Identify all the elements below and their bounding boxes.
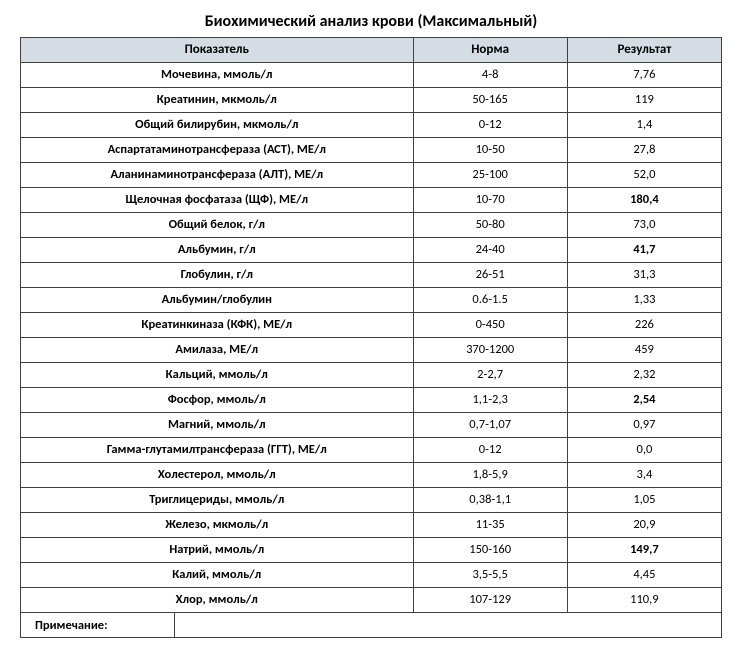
- table-row: Хлор, ммоль/л107-129110,9: [21, 588, 722, 613]
- cell-indicator: Хлор, ммоль/л: [21, 588, 414, 613]
- cell-indicator: Общий билирубин, мкмоль/л: [21, 113, 414, 138]
- table-row: Общий билирубин, мкмоль/л0-121,4: [21, 113, 722, 138]
- cell-result: 0,0: [567, 438, 721, 463]
- notes-label: Примечание:: [21, 613, 175, 638]
- cell-indicator: Альбумин, г/л: [21, 238, 414, 263]
- table-row: Аланинаминотрансфераза (АЛТ), МЕ/л25-100…: [21, 163, 722, 188]
- table-row: Кальций, ммоль/л2-2,72,32: [21, 363, 722, 388]
- table-row: Альбумин/глобулин0.6-1.51,33: [21, 288, 722, 313]
- cell-norm: 0-450: [413, 313, 567, 338]
- cell-norm: 50-80: [413, 213, 567, 238]
- report-title: Биохимический анализ крови (Максимальный…: [20, 8, 722, 37]
- table-row: Триглицериды, ммоль/л0,38-1,11,05: [21, 488, 722, 513]
- cell-indicator: Альбумин/глобулин: [21, 288, 414, 313]
- cell-indicator: Креатинкиназа (КФК), МЕ/л: [21, 313, 414, 338]
- cell-result: 110,9: [567, 588, 721, 613]
- cell-norm: 0,38-1,1: [413, 488, 567, 513]
- cell-norm: 107-129: [413, 588, 567, 613]
- col-header-indicator: Показатель: [21, 38, 414, 63]
- cell-indicator: Железо, мкмоль/л: [21, 513, 414, 538]
- cell-result: 180,4: [567, 188, 721, 213]
- cell-norm: 2-2,7: [413, 363, 567, 388]
- cell-indicator: Амилаза, МЕ/л: [21, 338, 414, 363]
- cell-norm: 50-165: [413, 88, 567, 113]
- cell-indicator: Глобулин, г/л: [21, 263, 414, 288]
- cell-result: 4,45: [567, 563, 721, 588]
- cell-norm: 0.6-1.5: [413, 288, 567, 313]
- cell-result: 41,7: [567, 238, 721, 263]
- cell-indicator: Аспартатаминотрансфераза (АСТ), МЕ/л: [21, 138, 414, 163]
- cell-norm: 0-12: [413, 113, 567, 138]
- cell-result: 149,7: [567, 538, 721, 563]
- table-row: Альбумин, г/л24-4041,7: [21, 238, 722, 263]
- cell-result: 52,0: [567, 163, 721, 188]
- table-row: Гамма-глутамилтрансфераза (ГГТ), МЕ/л0-1…: [21, 438, 722, 463]
- cell-norm: 1,8-5,9: [413, 463, 567, 488]
- table-row: Калий, ммоль/л3,5-5,54,45: [21, 563, 722, 588]
- table-row: Аспартатаминотрансфераза (АСТ), МЕ/л10-5…: [21, 138, 722, 163]
- cell-indicator: Натрий, ммоль/л: [21, 538, 414, 563]
- cell-indicator: Общий белок, г/л: [21, 213, 414, 238]
- table-row: Холестерол, ммоль/л1,8-5,93,4: [21, 463, 722, 488]
- cell-result: 2,54: [567, 388, 721, 413]
- notes-value: [175, 613, 722, 638]
- col-header-result: Результат: [567, 38, 721, 63]
- cell-norm: 1,1-2,3: [413, 388, 567, 413]
- cell-result: 7,76: [567, 63, 721, 88]
- report-sheet: Биохимический анализ крови (Максимальный…: [20, 8, 722, 638]
- cell-result: 1,33: [567, 288, 721, 313]
- cell-result: 31,3: [567, 263, 721, 288]
- cell-indicator: Гамма-глутамилтрансфераза (ГГТ), МЕ/л: [21, 438, 414, 463]
- cell-result: 0,97: [567, 413, 721, 438]
- table-row: Амилаза, МЕ/л370-1200459: [21, 338, 722, 363]
- cell-indicator: Мочевина, ммоль/л: [21, 63, 414, 88]
- results-table: Показатель Норма Результат Мочевина, ммо…: [20, 37, 722, 613]
- cell-norm: 10-50: [413, 138, 567, 163]
- cell-result: 119: [567, 88, 721, 113]
- table-row: Фосфор, ммоль/л1,1-2,32,54: [21, 388, 722, 413]
- cell-result: 27,8: [567, 138, 721, 163]
- table-row: Глобулин, г/л26-5131,3: [21, 263, 722, 288]
- cell-result: 73,0: [567, 213, 721, 238]
- table-row: Общий белок, г/л50-8073,0: [21, 213, 722, 238]
- table-row: Мочевина, ммоль/л4-87,76: [21, 63, 722, 88]
- cell-result: 459: [567, 338, 721, 363]
- cell-indicator: Калий, ммоль/л: [21, 563, 414, 588]
- cell-result: 20,9: [567, 513, 721, 538]
- col-header-norm: Норма: [413, 38, 567, 63]
- cell-norm: 0,7-1,07: [413, 413, 567, 438]
- cell-indicator: Аланинаминотрансфераза (АЛТ), МЕ/л: [21, 163, 414, 188]
- cell-norm: 150-160: [413, 538, 567, 563]
- notes-row: Примечание:: [20, 612, 722, 638]
- cell-indicator: Магний, ммоль/л: [21, 413, 414, 438]
- cell-indicator: Холестерол, ммоль/л: [21, 463, 414, 488]
- cell-norm: 0-12: [413, 438, 567, 463]
- cell-indicator: Креатинин, мкмоль/л: [21, 88, 414, 113]
- cell-result: 226: [567, 313, 721, 338]
- cell-indicator: Щелочная фосфатаза (ЩФ), МЕ/л: [21, 188, 414, 213]
- cell-norm: 3,5-5,5: [413, 563, 567, 588]
- table-row: Железо, мкмоль/л11-3520,9: [21, 513, 722, 538]
- cell-result: 1,05: [567, 488, 721, 513]
- cell-norm: 4-8: [413, 63, 567, 88]
- cell-norm: 26-51: [413, 263, 567, 288]
- cell-result: 1,4: [567, 113, 721, 138]
- table-row: Щелочная фосфатаза (ЩФ), МЕ/л10-70180,4: [21, 188, 722, 213]
- table-row: Креатинин, мкмоль/л50-165119: [21, 88, 722, 113]
- cell-indicator: Триглицериды, ммоль/л: [21, 488, 414, 513]
- cell-indicator: Кальций, ммоль/л: [21, 363, 414, 388]
- cell-indicator: Фосфор, ммоль/л: [21, 388, 414, 413]
- table-row: Магний, ммоль/л0,7-1,070,97: [21, 413, 722, 438]
- table-header-row: Показатель Норма Результат: [21, 38, 722, 63]
- cell-norm: 24-40: [413, 238, 567, 263]
- table-row: Натрий, ммоль/л150-160149,7: [21, 538, 722, 563]
- table-row: Креатинкиназа (КФК), МЕ/л0-450226: [21, 313, 722, 338]
- cell-result: 3,4: [567, 463, 721, 488]
- cell-norm: 25-100: [413, 163, 567, 188]
- cell-norm: 11-35: [413, 513, 567, 538]
- cell-norm: 10-70: [413, 188, 567, 213]
- cell-result: 2,32: [567, 363, 721, 388]
- cell-norm: 370-1200: [413, 338, 567, 363]
